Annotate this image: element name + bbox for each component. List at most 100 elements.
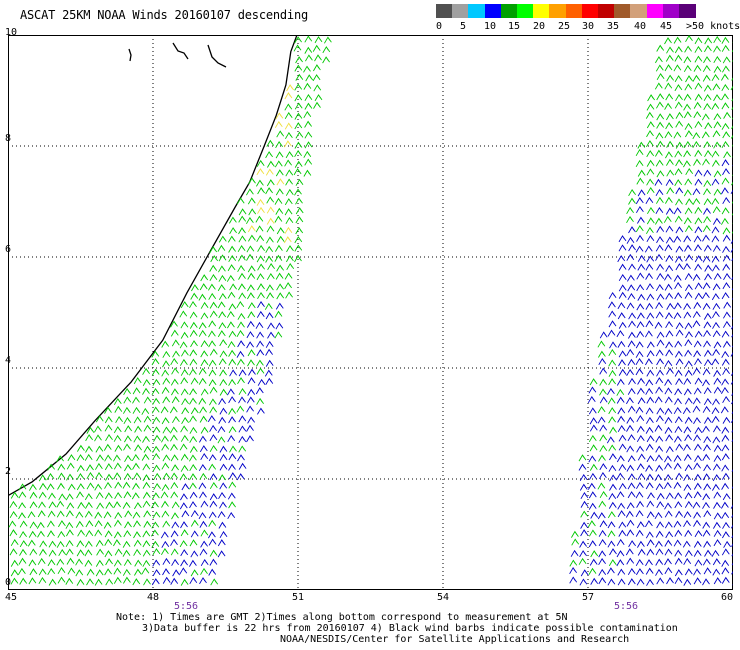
map-title: ASCAT 25KM NOAA Winds 20160107 descendin… (20, 8, 309, 22)
wind-barb (683, 140, 692, 149)
wind-barb (599, 331, 608, 339)
wind-barb (76, 483, 85, 491)
wind-barb (161, 483, 170, 491)
wind-barb (264, 302, 273, 310)
wind-barb (131, 492, 140, 500)
wind-barb (599, 378, 608, 386)
wind-barb (713, 377, 722, 385)
wind-barb (664, 244, 673, 252)
wind-barb (636, 272, 645, 280)
wind-barb (228, 426, 237, 434)
wind-barb (104, 492, 113, 500)
wind-barb (635, 197, 644, 205)
legend-swatch (484, 4, 502, 18)
wind-barb (133, 531, 141, 539)
wind-barb (664, 378, 672, 386)
wind-barb (132, 511, 141, 519)
wind-barb (713, 501, 721, 509)
wind-barb (228, 501, 236, 509)
wind-barb (219, 407, 228, 415)
wind-barb (18, 512, 26, 520)
wind-barb (721, 187, 729, 195)
wind-barb (114, 481, 123, 489)
wind-barb (10, 559, 19, 567)
wind-barb (685, 130, 693, 138)
wind-barb (248, 234, 256, 242)
wind-barb (246, 435, 254, 443)
wind-barb (246, 320, 255, 328)
wind-barb (626, 368, 634, 377)
wind-barb (19, 530, 27, 539)
wind-barb (636, 414, 645, 423)
wind-barb (285, 188, 294, 196)
wind-barb (85, 445, 93, 453)
wind-barb (95, 539, 104, 547)
wind-barb (675, 263, 684, 271)
wind-barb (284, 159, 292, 167)
wind-barb (286, 84, 294, 92)
wind-barb (655, 454, 663, 462)
wind-barb (666, 169, 675, 177)
wind-barb (693, 473, 702, 481)
wind-barb (702, 453, 711, 461)
wind-barb (673, 462, 682, 470)
wind-barb (664, 64, 673, 72)
wind-barb (637, 254, 646, 262)
wind-barb (142, 387, 150, 395)
wind-barb (152, 492, 160, 500)
wind-barb (646, 396, 655, 404)
note-line-3: NOAA/NESDIS/Center for Satellite Applica… (280, 634, 630, 645)
wind-barb (274, 310, 283, 318)
wind-barb (123, 558, 132, 566)
wind-barb (56, 540, 65, 548)
wind-barb (730, 504, 733, 509)
wind-barb (711, 415, 720, 423)
wind-barb (656, 293, 665, 301)
wind-barb (169, 426, 178, 434)
wind-barb (685, 283, 693, 292)
wind-barb (618, 443, 627, 451)
wind-barb (645, 482, 654, 490)
wind-barb (236, 473, 245, 481)
wind-barb (67, 454, 76, 462)
wind-barb (246, 341, 254, 349)
wind-barb (123, 406, 131, 414)
wind-barb (702, 493, 711, 501)
coastline (8, 35, 298, 497)
wind-barb (124, 435, 132, 443)
wind-barb (693, 235, 702, 243)
wind-barb (685, 167, 694, 176)
wind-barb (626, 464, 635, 472)
wind-barb (635, 350, 644, 358)
legend-swatch (581, 4, 599, 18)
wind-barb (27, 511, 36, 519)
wind-barb (722, 168, 730, 176)
wind-barb (682, 540, 691, 548)
wind-barb (702, 64, 711, 73)
wind-barb (730, 371, 733, 376)
wind-barb (627, 340, 636, 348)
lat-tick-label: 4 (5, 355, 12, 366)
wind-barb (674, 416, 683, 424)
wind-barb (628, 320, 636, 328)
wind-barb (286, 255, 294, 263)
wind-barb (685, 224, 693, 233)
wind-barb (666, 367, 674, 375)
wind-barb (645, 302, 654, 310)
wind-barb (713, 141, 721, 149)
wind-barb (683, 511, 692, 519)
wind-barb (10, 569, 19, 577)
wind-barb (722, 395, 730, 404)
wind-barb (200, 388, 209, 396)
wind-barb (19, 540, 28, 548)
wind-barb (694, 282, 703, 290)
wind-barb (171, 512, 179, 520)
wind-barb (200, 500, 209, 508)
wind-barb (597, 512, 606, 520)
legend-swatch (679, 4, 696, 18)
wind-barb (721, 330, 730, 338)
wind-barb (618, 521, 627, 529)
note-line-1: Note: 1) Times are GMT 2)Times along bot… (116, 612, 568, 623)
legend-label: >50 knots (686, 21, 740, 32)
wind-barb (722, 227, 731, 235)
